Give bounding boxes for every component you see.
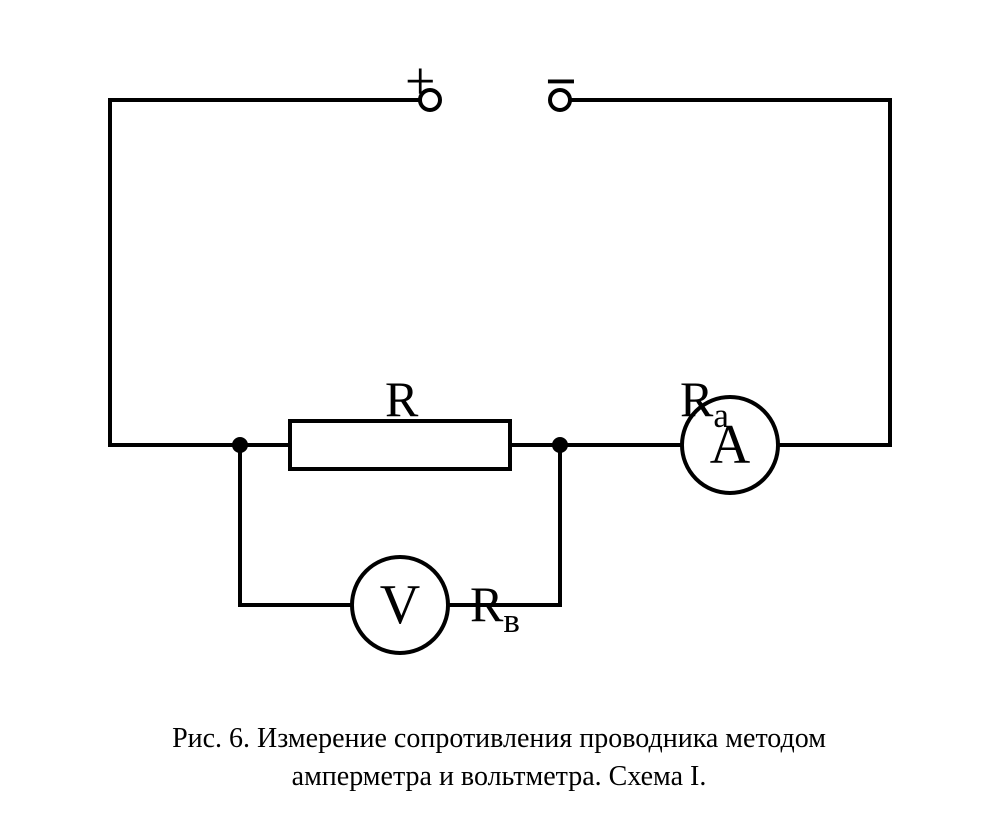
figure-caption: Рис. 6. Измерение сопротивления проводни… <box>0 720 998 796</box>
label-plus: + <box>405 50 435 112</box>
circuit-diagram: AV + − R Ra Rв Рис. 6. Измерение сопроти… <box>0 0 998 814</box>
svg-text:V: V <box>380 574 420 636</box>
caption-line-1: Рис. 6. Измерение сопротивления проводни… <box>0 720 998 758</box>
label-resistor: R <box>385 370 418 428</box>
label-minus: − <box>545 50 577 114</box>
circuit-svg: AV <box>0 0 998 814</box>
caption-line-2: амперметра и вольтметра. Схема I. <box>0 758 998 796</box>
label-rv: Rв <box>470 575 520 633</box>
label-ra: Ra <box>680 370 729 428</box>
